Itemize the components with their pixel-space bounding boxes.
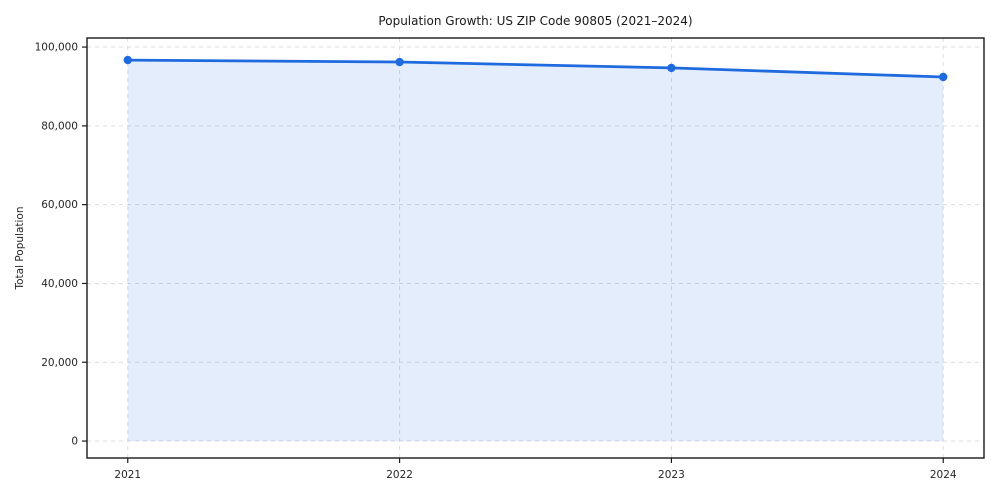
y-tick-label: 100,000 [35,42,78,54]
x-tick-label: 2022 [386,469,413,481]
x-tick-label: 2024 [930,469,957,481]
y-tick-label: 60,000 [41,199,78,211]
chart-title: Population Growth: US ZIP Code 90805 (20… [378,14,693,28]
data-line [126,58,945,79]
y-tick-label: 40,000 [41,278,78,290]
data-point [123,55,132,65]
area-fill [127,60,944,442]
data-point [667,63,676,73]
data-point [395,57,404,67]
x-tick-label: 2021 [114,469,141,481]
y-tick-label: 0 [71,436,78,448]
y-tick-label: 20,000 [41,357,78,369]
x-tick-label: 2023 [658,469,685,481]
y-tick-label: 80,000 [41,120,78,132]
data-point [939,72,948,82]
plot-border [86,37,985,459]
